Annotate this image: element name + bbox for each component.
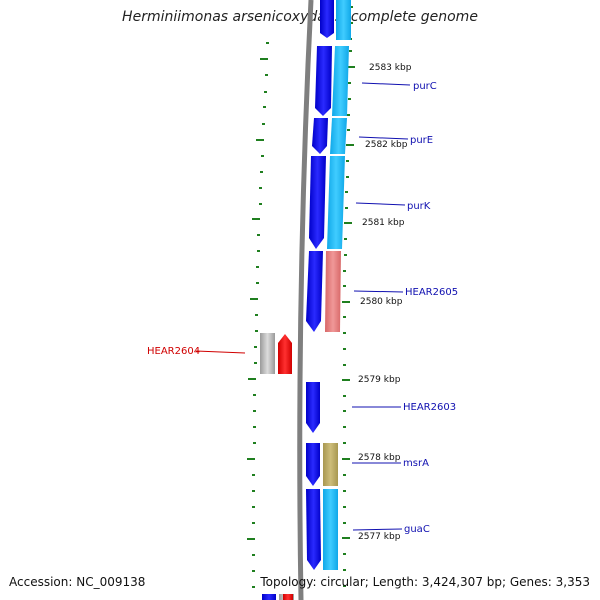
gene-msrA-category [323, 443, 338, 486]
leader-HEAR2605 [353, 290, 404, 293]
gene-msrA-forward [306, 443, 320, 486]
tick-label-2581: 2581 kbp [362, 218, 405, 228]
tick-label-2577: 2577 kbp [358, 532, 401, 542]
gene-label-purE: purE [410, 135, 433, 146]
gene-label-HEAR2605: HEAR2605 [405, 287, 458, 298]
gene-leader-lines [195, 82, 411, 531]
gene-purE-category [330, 118, 347, 154]
gene-label-purC: purC [413, 81, 437, 92]
gene-guaC-forward [306, 489, 321, 570]
map-title: Herminiimonas arsenicoxydans, complete g… [122, 9, 478, 25]
gene-purC-category [332, 46, 349, 116]
gene-HEAR2605-forward [306, 251, 323, 332]
minor-ticks-left [247, 42, 269, 588]
topology-text: Topology: circular; Length: 3,424,307 bp… [260, 575, 590, 589]
leader-purK [355, 202, 406, 206]
gene-HEAR2603-forward [306, 382, 320, 433]
category-genes [260, 0, 351, 600]
gene-HEAR2605-category [325, 251, 341, 332]
leader-guaC [352, 528, 403, 531]
gene-category-top [336, 0, 351, 40]
tick-label-2580: 2580 kbp [360, 297, 403, 307]
gene-label-msrA: msrA [403, 458, 429, 469]
leader-HEAR2604 [195, 350, 246, 354]
gene-forward-top [320, 0, 334, 38]
gene-purC-forward [315, 46, 332, 116]
genome-backbone [297, 0, 314, 600]
tick-label-2578: 2578 kbp [358, 453, 401, 463]
gene-purE-forward [312, 118, 328, 154]
reverse-strand-genes [278, 334, 293, 600]
tick-label-2583: 2583 kbp [369, 63, 412, 73]
gene-label-HEAR2604: HEAR2604 [147, 346, 200, 357]
gene-purK-forward [309, 156, 326, 249]
gene-label-purK: purK [407, 201, 431, 212]
accession-text: Accession: NC_009138 [9, 575, 146, 589]
leader-purC [361, 82, 411, 86]
gene-label-guaC: guaC [404, 524, 430, 535]
gene-forward-bottom [262, 594, 276, 600]
gene-guaC-category [323, 489, 338, 570]
forward-strand-genes [262, 0, 334, 600]
gene-reverse-bottom [283, 594, 293, 600]
tick-label-2582: 2582 kbp [365, 140, 408, 150]
minor-ticks-right [342, 6, 355, 587]
gene-purK-category [327, 156, 345, 249]
tick-label-2579: 2579 kbp [358, 375, 401, 385]
gene-label-HEAR2603: HEAR2603 [403, 402, 456, 413]
leader-purE [358, 136, 409, 140]
gene-HEAR2604-category [260, 333, 275, 374]
gene-HEAR2604-reverse [278, 334, 292, 374]
